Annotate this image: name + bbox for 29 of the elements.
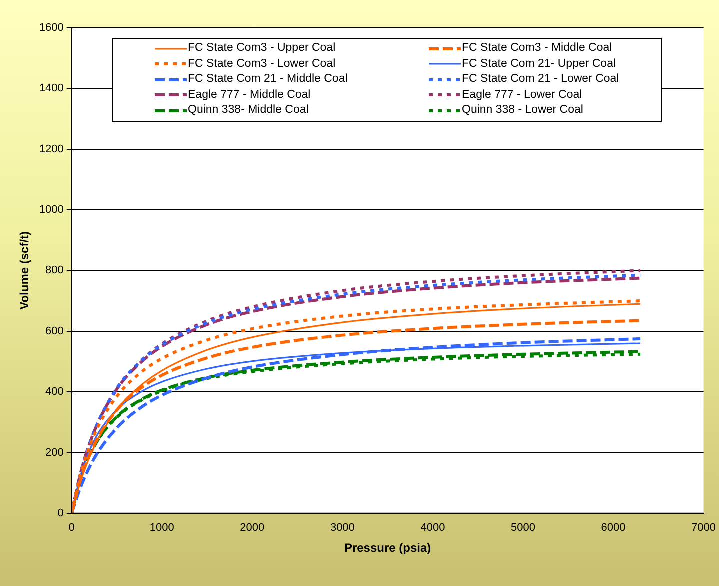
x-tick-label: 7000 — [692, 522, 716, 534]
x-axis-title: Pressure (psia) — [344, 541, 432, 556]
y-tick-label: 1000 — [39, 204, 64, 216]
y-axis-title: Volume (scf/t) — [18, 231, 32, 310]
legend-label: FC State Com 21- Upper Coal — [462, 56, 616, 72]
x-tick-label: 4000 — [420, 522, 446, 534]
x-tick-label: 6000 — [601, 522, 626, 534]
y-tick-label: 0 — [58, 507, 64, 520]
legend-label: FC State Com3 - Lower Coal — [188, 56, 336, 72]
y-tick-label: 600 — [46, 325, 64, 338]
legend-label: FC State Com3 - Middle Coal — [462, 41, 612, 56]
legend-label: Quinn 338 - Lower Coal — [462, 103, 584, 118]
legend-label: Quinn 338- Middle Coal — [188, 103, 309, 118]
y-tick-label: 200 — [46, 446, 64, 459]
x-tick-label: 5000 — [510, 522, 536, 534]
legend-label: Eagle 777 - Middle Coal — [188, 88, 311, 102]
legend-label: FC State Com 21 - Middle Coal — [188, 72, 348, 87]
legend-label: FC State Com 21 - Lower Coal — [462, 72, 620, 87]
y-tick-label: 1200 — [39, 143, 64, 156]
legend-label: Eagle 777 - Lower Coal — [462, 88, 582, 102]
x-tick-label: 1000 — [150, 522, 174, 534]
y-tick-label: 800 — [46, 264, 64, 277]
legend-label: FC State Com3 - Upper Coal — [188, 41, 336, 56]
x-tick-label: 3000 — [330, 522, 355, 534]
y-tick-label: 1400 — [39, 82, 64, 95]
y-tick-label: 1600 — [39, 22, 64, 34]
x-tick-label: 2000 — [240, 522, 265, 534]
x-tick-label: 0 — [68, 522, 75, 534]
y-tick-label: 400 — [46, 386, 64, 398]
